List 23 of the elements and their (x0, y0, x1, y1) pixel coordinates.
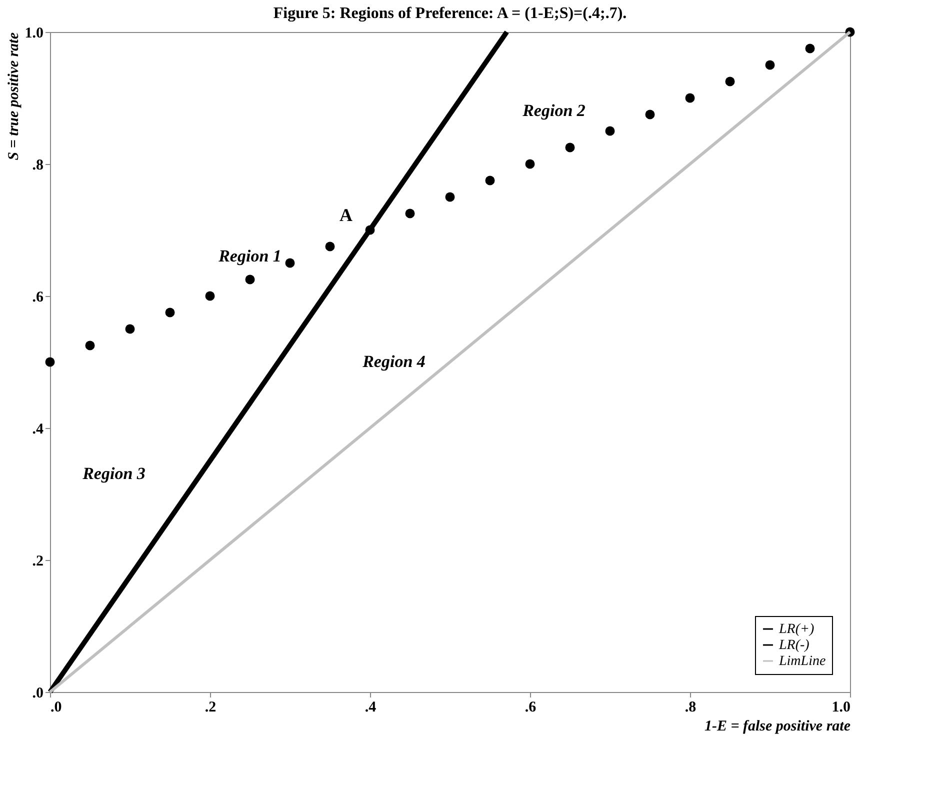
x-tick-label: 1.0 (832, 700, 850, 716)
y-tick-label: .2 (32, 554, 44, 570)
y-axis-title: S = true positive rate (6, 32, 22, 160)
legend-label: LR(-) (778, 638, 810, 653)
annotation: Region 4 (362, 352, 426, 371)
x-tick-label: .6 (524, 700, 537, 716)
x-tick-label: .2 (204, 700, 216, 716)
y-tick-label: .8 (32, 158, 44, 174)
x-tick-label: .8 (684, 700, 696, 716)
legend-label: LR(+) (778, 622, 814, 637)
legend-label: LimLine (778, 654, 826, 669)
annotation: Region 1 (218, 246, 282, 266)
annotation: Region 2 (522, 101, 586, 120)
x-tick-label: .0 (50, 700, 62, 716)
y-tick-label: .0 (32, 686, 44, 702)
chart-title: Figure 5: Regions of Preference: A = (1-E;S)=(.4;.7). (273, 5, 627, 22)
y-tick-label: 1.0 (24, 26, 44, 42)
y-tick-label: .6 (32, 290, 44, 306)
x-axis-title: 1-E = false positive rate (704, 718, 851, 734)
annotation: A (340, 205, 352, 225)
annotation: Region 3 (82, 464, 146, 484)
x-tick-label: .4 (364, 700, 377, 716)
y-tick-label: .4 (32, 422, 44, 438)
